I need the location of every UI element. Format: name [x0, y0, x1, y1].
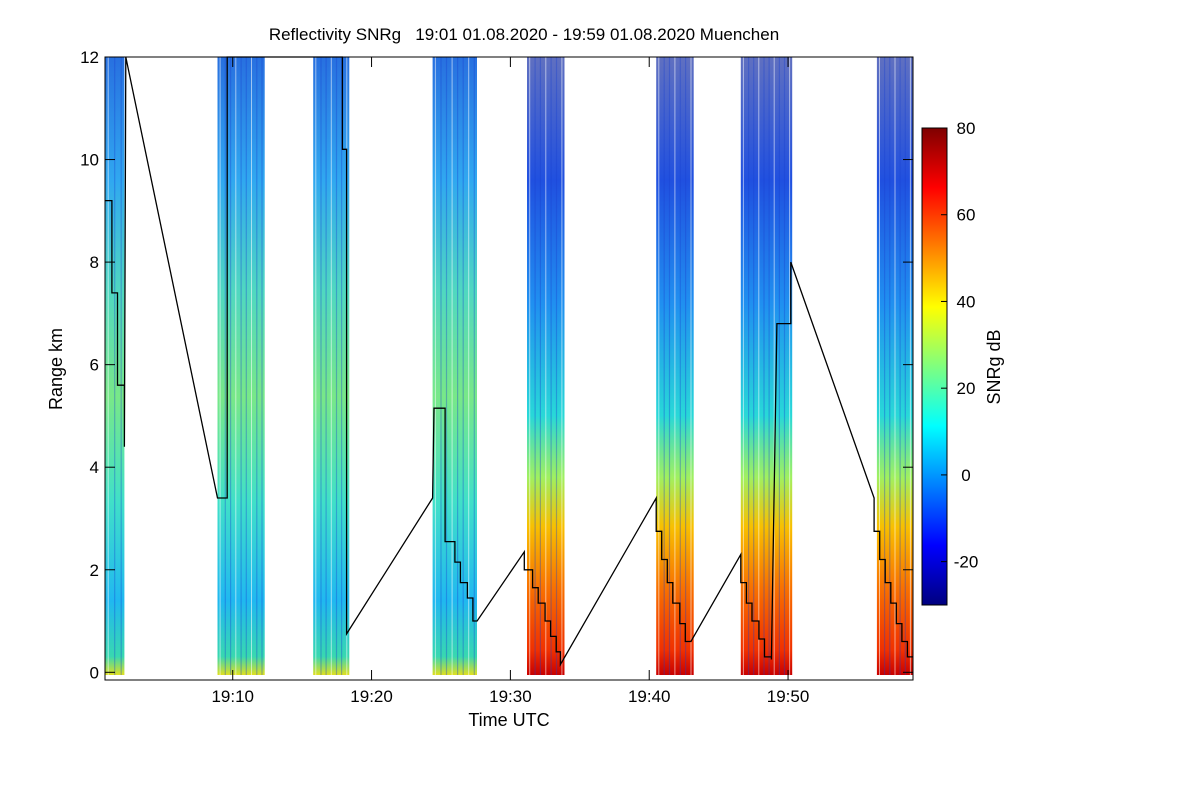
colorbar-label: SNRg dB [984, 329, 1004, 404]
x-tick-label: 19:30 [489, 687, 532, 706]
scan-block [217, 57, 265, 675]
colorbar-ticks: -20 0 20 40 60 80 [941, 119, 978, 572]
scan-block [105, 57, 125, 675]
colorbar: -20 0 20 40 60 80 SNRg dB [921, 119, 1004, 606]
y-tick-label: 10 [80, 151, 99, 170]
colorbar-tick-label: -20 [954, 553, 979, 572]
x-axis: 19:10 19:20 19:30 19:40 19:50 [211, 57, 809, 706]
y-tick-label: 8 [90, 253, 99, 272]
plot-frame [104, 56, 914, 681]
x-tick-label: 19:50 [767, 687, 810, 706]
chart-title: Reflectivity SNRg 19:01 01.08.2020 - 19:… [269, 25, 779, 44]
colorbar-gradient [921, 127, 948, 606]
colorbar-tick-label: 60 [957, 206, 976, 225]
x-axis-label: Time UTC [468, 710, 549, 730]
y-tick-label: 6 [90, 356, 99, 375]
y-tick-label: 0 [90, 663, 99, 682]
y-axis-label: Range km [46, 328, 66, 410]
y-tick-label: 2 [90, 561, 99, 580]
x-tick-label: 19:40 [628, 687, 671, 706]
scan-blocks-layer [105, 57, 913, 675]
colorbar-tick-label: 0 [961, 466, 970, 485]
scan-block [740, 57, 793, 675]
y-tick-label: 12 [80, 48, 99, 67]
x-tick-label: 19:10 [211, 687, 254, 706]
x-tick-label: 19:20 [350, 687, 393, 706]
scan-block [432, 57, 477, 675]
colorbar-tick-label: 80 [957, 119, 976, 138]
trace-line [105, 56, 913, 668]
y-axis: 0 2 4 6 8 10 12 [80, 48, 913, 682]
y-tick-label: 4 [90, 458, 99, 477]
colorbar-tick-label: 40 [957, 292, 976, 311]
trace-layer [105, 56, 913, 668]
colorbar-tick-label: 20 [957, 379, 976, 398]
